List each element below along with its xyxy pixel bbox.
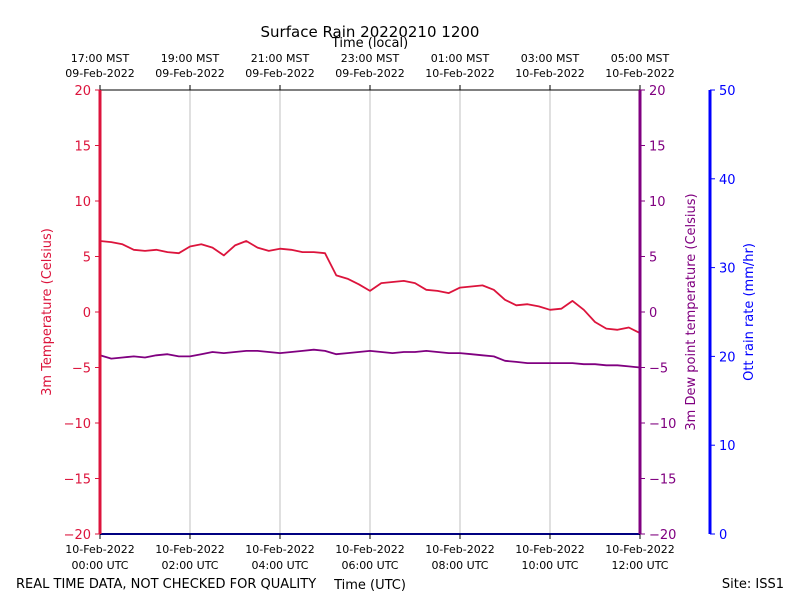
right1-axis-label: 3m Dew point temperature (Celsius) [684,193,699,430]
right2-axis-tick-label: 20 [719,350,736,365]
x-tick-label: 12:00 UTC [611,559,668,572]
x-top-tick-label: 09-Feb-2022 [335,67,404,80]
right2-axis-tick-label: 50 [719,84,736,99]
x-top-tick-label: 23:00 MST [341,52,400,65]
left-axis-tick-label: −20 [64,528,91,543]
right1-axis-tick-label: 10 [649,195,666,210]
x-tick-label: 10-Feb-2022 [155,543,224,556]
x-tick-label: 10-Feb-2022 [65,543,134,556]
x-top-tick-label: 10-Feb-2022 [605,67,674,80]
right1-axis-tick-label: −5 [649,362,668,377]
right1-axis-tick-label: 0 [649,306,657,321]
axes-layer [98,89,712,535]
top-axis-label: Time (local) [331,36,408,51]
x-top-tick-label: 05:00 MST [611,52,670,65]
left-axis-tick-label: −5 [72,362,91,377]
x-top-tick-label: 03:00 MST [521,52,580,65]
right2-axis-tick-label: 40 [719,173,736,188]
x-top-tick-label: 09-Feb-2022 [245,67,314,80]
x-top-tick-label: 01:00 MST [431,52,490,65]
series-line-right1 [99,348,641,369]
x-top-tick-label: 09-Feb-2022 [65,67,134,80]
right2-axis-tick-label: 30 [719,262,736,277]
x-tick-label: 10-Feb-2022 [245,543,314,556]
right1-axis-tick-label: 15 [649,140,666,155]
x-tick-label: 00:00 UTC [71,559,128,572]
right1-axis-tick-label: −10 [649,417,676,432]
right1-axis-tick-label: 20 [649,84,666,99]
left-axis-tick-label: 0 [83,306,91,321]
x-top-tick-label: 10-Feb-2022 [425,67,494,80]
x-top-tick-label: 09-Feb-2022 [155,67,224,80]
left-axis-tick-label: 5 [83,251,91,266]
series-line-left [99,240,641,334]
right1-axis-tick-label: −20 [649,528,676,543]
x-tick-label: 08:00 UTC [431,559,488,572]
x-axis-label: Time (UTC) [333,578,406,593]
chart-title: Surface Rain 20220210 1200 [261,23,480,41]
left-axis-tick-label: −15 [64,473,91,488]
x-tick-label: 10-Feb-2022 [425,543,494,556]
x-tick-label: 10-Feb-2022 [515,543,584,556]
footer-right: Site: ISS1 [722,577,784,592]
x-tick-label: 06:00 UTC [341,559,398,572]
x-top-tick-label: 17:00 MST [71,52,130,65]
right2-axis-tick-label: 10 [719,439,736,454]
x-tick-label: 04:00 UTC [251,559,308,572]
x-tick-label: 10-Feb-2022 [605,543,674,556]
left-axis-tick-label: −10 [64,417,91,432]
right2-axis-label: Ott rain rate (mm/hr) [742,243,757,381]
left-axis-tick-label: 15 [74,140,91,155]
x-tick-label: 02:00 UTC [161,559,218,572]
footer-left: REAL TIME DATA, NOT CHECKED FOR QUALITY [16,577,316,592]
grid-layer [189,90,551,534]
x-top-tick-label: 10-Feb-2022 [515,67,584,80]
tick-layer: 10-Feb-2022 00:00 UTC 17:00 MST 09-Feb-2022… [64,52,736,572]
x-tick-label: 10-Feb-2022 [335,543,404,556]
x-tick-label: 10:00 UTC [521,559,578,572]
x-top-tick-label: 21:00 MST [251,52,310,65]
x-top-tick-label: 19:00 MST [161,52,220,65]
right1-axis-tick-label: 5 [649,251,657,266]
right2-axis-tick-label: 0 [719,528,727,543]
left-axis-tick-label: 10 [74,195,91,210]
left-axis-label: 3m Temperature (Celsius) [40,228,55,396]
left-axis-tick-label: 20 [74,84,91,99]
right1-axis-tick-label: −15 [649,473,676,488]
